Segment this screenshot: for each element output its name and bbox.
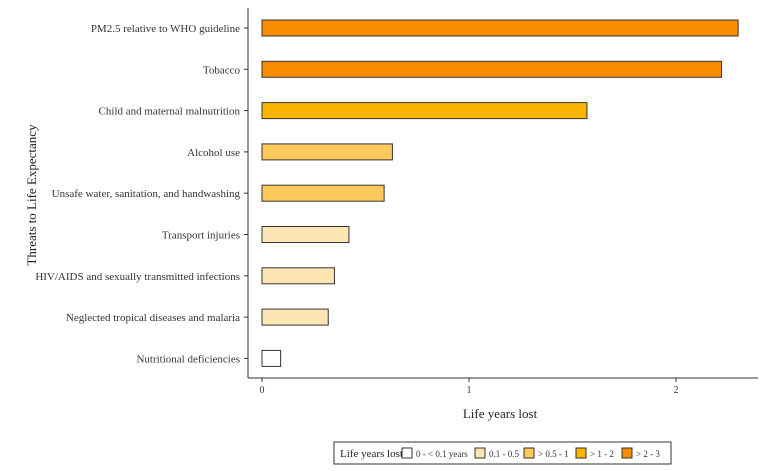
legend-label: 0.1 - 0.5: [489, 449, 519, 459]
legend-label: > 1 - 2: [590, 449, 614, 459]
x-tick-label: 1: [467, 385, 472, 396]
x-tick-label: 2: [674, 385, 679, 396]
bar: [261, 308, 329, 326]
bar: [261, 267, 335, 285]
legend-swatch: [575, 447, 587, 459]
legend-title: Life years lost: [340, 448, 403, 460]
bar: [261, 184, 385, 202]
bar: [261, 349, 282, 367]
y-axis-title: Threats to Life Expectancy: [24, 124, 39, 266]
category-label: Transport injuries: [162, 230, 240, 242]
category-label: PM2.5 relative to WHO guideline: [91, 23, 240, 35]
category-label: Unsafe water, sanitation, and handwashin…: [52, 188, 241, 200]
category-label: Alcohol use: [187, 147, 240, 159]
category-label: Neglected tropical diseases and malaria: [66, 312, 240, 324]
legend-swatch: [621, 447, 633, 459]
legend-swatch: [401, 447, 413, 459]
bar: [261, 102, 588, 120]
bar: [261, 143, 393, 161]
bar: [261, 60, 723, 78]
bar: [261, 19, 739, 37]
legend-label: > 0.5 - 1: [538, 449, 569, 459]
legend-swatch: [474, 447, 486, 459]
bar: [261, 226, 350, 243]
x-tick-label: 0: [260, 385, 265, 396]
legend-label: 0 - < 0.1 years: [416, 449, 468, 459]
category-label: Child and maternal malnutrition: [99, 106, 241, 118]
legend-swatch: [523, 447, 535, 459]
legend-box: [333, 441, 672, 465]
legend-label: > 2 - 3: [636, 449, 660, 459]
category-label: Nutritional deficiencies: [136, 353, 240, 365]
x-axis-title: Life years lost: [463, 406, 538, 421]
category-label: HIV/AIDS and sexually transmitted infect…: [35, 271, 240, 283]
category-label: Tobacco: [203, 64, 241, 76]
